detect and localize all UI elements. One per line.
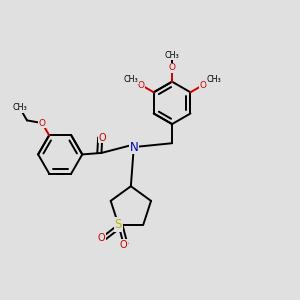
Text: O: O [120,240,127,250]
Text: CH₃: CH₃ [206,74,221,83]
Text: O: O [199,81,206,90]
Text: CH₃: CH₃ [165,51,179,60]
Text: S: S [115,218,122,231]
Text: O: O [138,81,145,90]
Text: N: N [129,141,138,154]
Text: O: O [169,63,176,72]
Text: CH₃: CH₃ [123,74,138,83]
Text: CH₃: CH₃ [12,103,27,112]
Text: O: O [39,118,46,127]
Text: O: O [98,133,106,142]
Text: O: O [98,233,105,243]
